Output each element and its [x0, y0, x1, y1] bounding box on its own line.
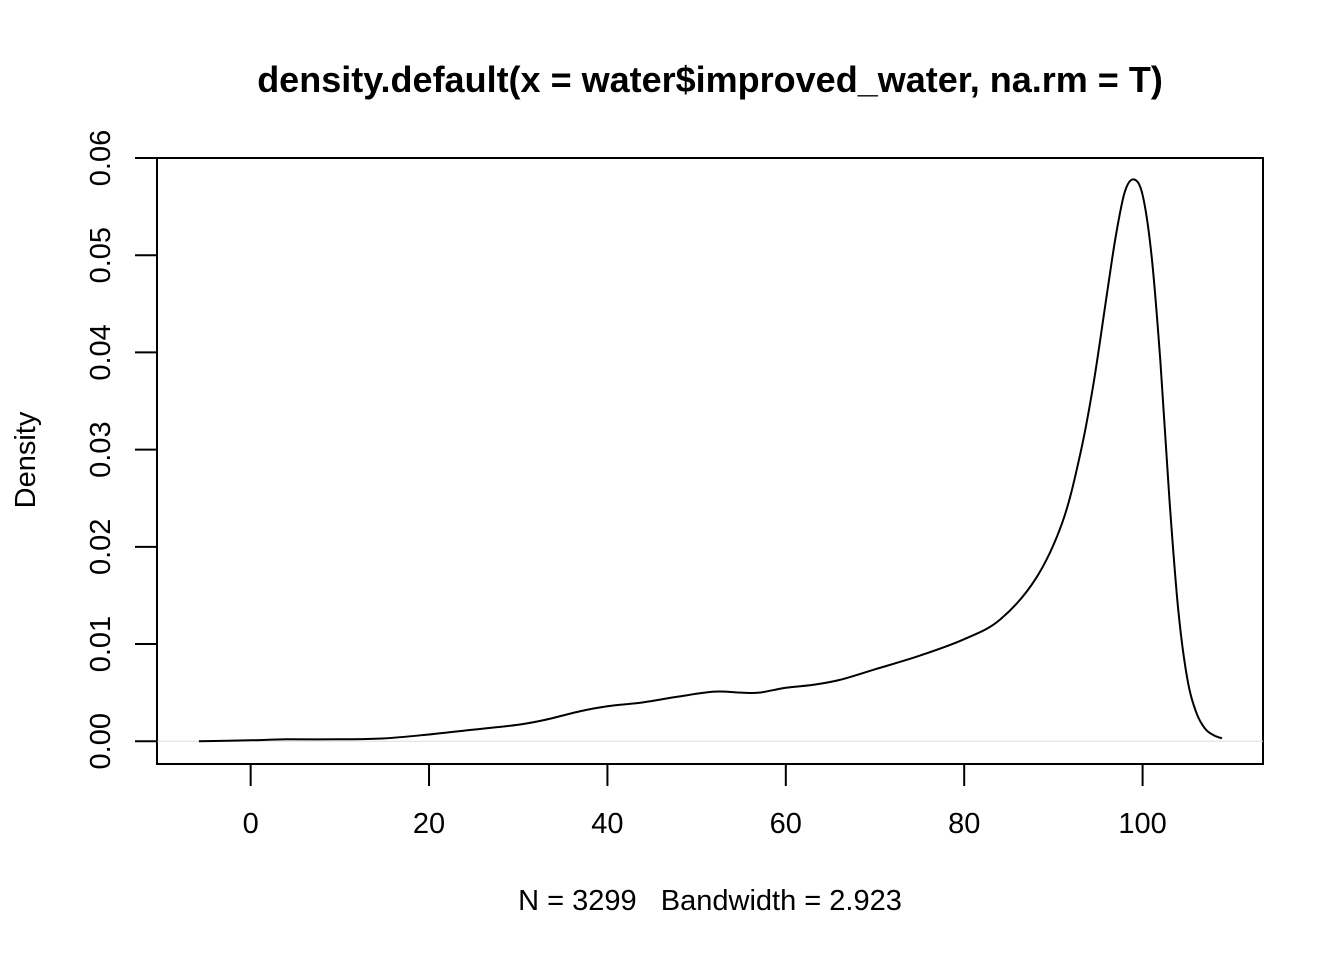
x-tick-label: 40: [591, 808, 623, 840]
y-tick-label: 0.04: [85, 324, 117, 380]
x-axis-label: N = 3299 Bandwidth = 2.923: [518, 885, 902, 917]
y-axis-label: Density: [10, 411, 42, 508]
y-tick-label: 0.00: [85, 713, 117, 769]
x-tick-label: 80: [948, 808, 980, 840]
y-tick-label: 0.03: [85, 421, 117, 477]
x-tick-label: 20: [413, 808, 445, 840]
y-tick-label: 0.05: [85, 227, 117, 283]
y-tick-label: 0.01: [85, 616, 117, 672]
plot-frame: [156, 157, 1264, 765]
chart-title: density.default(x = water$improved_water…: [257, 59, 1163, 100]
y-tick-label: 0.02: [85, 519, 117, 575]
x-tick-label: 60: [770, 808, 802, 840]
density-curve: [198, 178, 1223, 743]
x-axis: 0 20 40 60 80 100: [243, 763, 1167, 840]
x-tick-label: 100: [1118, 808, 1166, 840]
y-tick-label: 0.06: [85, 130, 117, 186]
y-axis: 0.00 0.01 0.02 0.03 0.04 0.05 0.06: [85, 130, 158, 769]
x-tick-label: 0: [243, 808, 259, 840]
